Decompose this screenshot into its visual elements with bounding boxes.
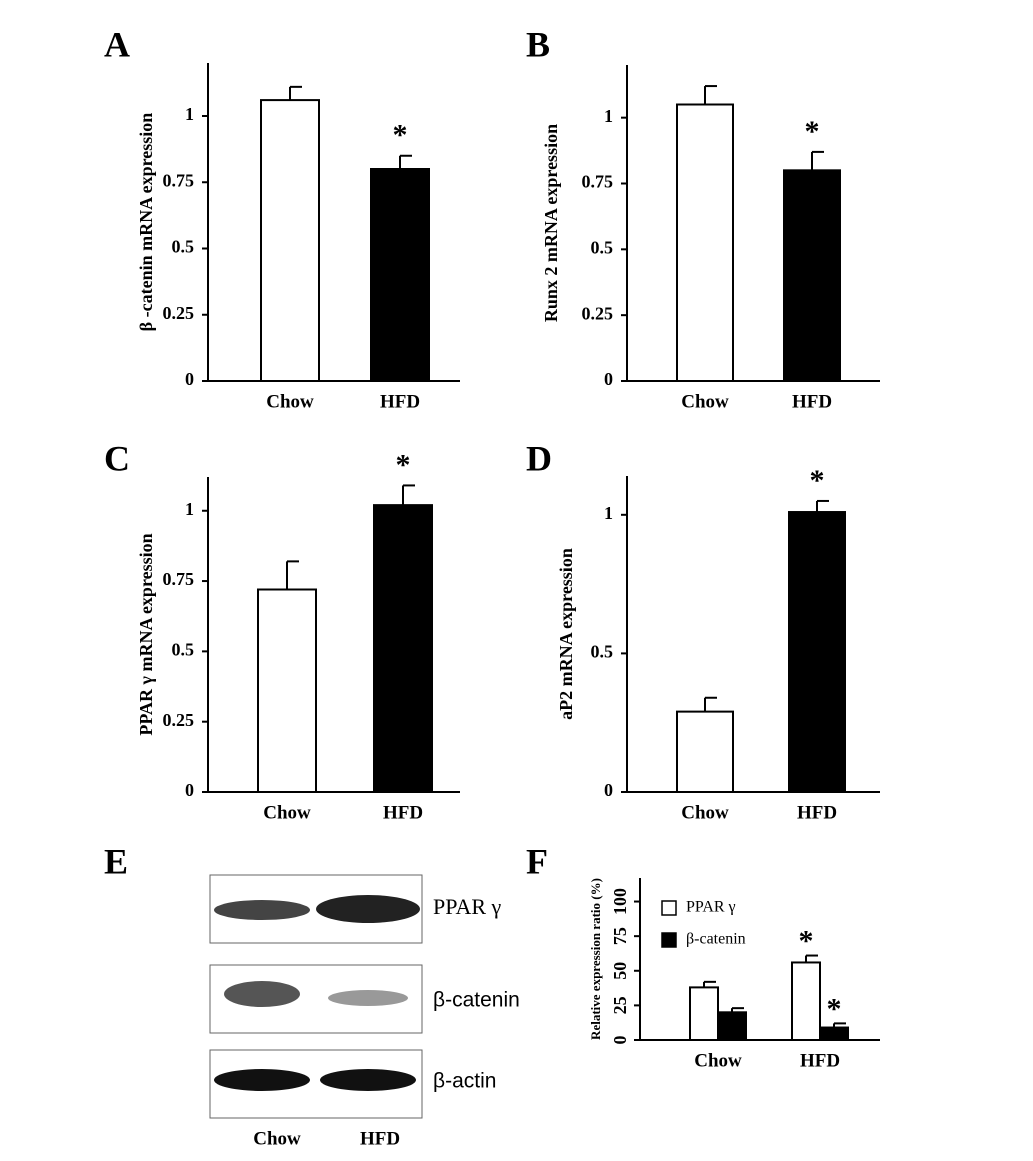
y-tick-label: 0 <box>610 1036 630 1045</box>
bar <box>689 986 719 1042</box>
y-tick-label: 1 <box>185 104 194 124</box>
y-tick-label: 0 <box>185 369 194 389</box>
y-axis-label: β -catenin mRNA expression <box>136 113 156 332</box>
x-tick-label: Chow <box>681 802 729 823</box>
y-tick-label: 0 <box>604 780 613 800</box>
bar <box>676 103 734 382</box>
significance-marker: * <box>799 924 814 957</box>
significance-marker: * <box>396 448 411 481</box>
chart: B Runx 2 mRNA expression 0 0.25 0.5 0.75 1 Chow… <box>526 24 880 412</box>
chart: C PPAR γ mRNA expression 0 0.25 0.5 0.75 1 Chow… <box>104 438 460 823</box>
y-tick-label: 0.25 <box>582 303 614 323</box>
y-tick-label: 0.5 <box>172 640 195 660</box>
bar <box>373 504 433 793</box>
significance-marker: * <box>805 115 820 148</box>
y-tick-label: 0.25 <box>163 710 195 730</box>
panel-letter: B <box>526 24 550 64</box>
y-tick-label: 0 <box>604 369 613 389</box>
x-tick-label: Chow <box>681 391 729 412</box>
x-tick-label: HFD <box>380 391 420 412</box>
y-tick-label: 1 <box>185 499 194 519</box>
y-tick-label: 1 <box>604 503 613 523</box>
lane-label: Chow <box>253 1128 301 1149</box>
legend-label: PPAR γ <box>686 899 736 916</box>
y-tick-label: 0.75 <box>163 569 195 589</box>
blot-band <box>214 900 310 920</box>
y-tick-label: 0.75 <box>163 170 195 190</box>
bar <box>257 588 317 793</box>
x-tick-label: HFD <box>797 802 837 823</box>
legend-swatch <box>661 932 677 948</box>
y-tick-label: 0.5 <box>591 237 614 257</box>
panel-letter: C <box>104 438 130 478</box>
bar <box>260 99 320 382</box>
y-tick-label: 75 <box>610 927 630 945</box>
western-blot-panel: E PPAR γ β-catenin β-actin Chow HFD <box>104 841 520 1149</box>
x-tick-label: Chow <box>694 1050 742 1071</box>
y-tick-label: 100 <box>610 888 630 915</box>
bar <box>370 168 430 382</box>
y-tick-label: 0.5 <box>172 237 195 257</box>
x-tick-label: HFD <box>800 1050 840 1071</box>
y-tick-label: 0 <box>185 780 194 800</box>
blot-band <box>224 981 300 1007</box>
panel-letter: F <box>526 841 548 881</box>
band-label: PPAR γ <box>433 894 502 919</box>
bar <box>791 961 821 1042</box>
x-tick-label: HFD <box>792 391 832 412</box>
blot-band <box>328 990 408 1006</box>
blot-band <box>320 1069 416 1091</box>
blot-band <box>214 1069 310 1091</box>
y-tick-label: 50 <box>610 962 630 980</box>
x-tick-label: Chow <box>263 802 311 823</box>
bar <box>783 169 841 382</box>
significance-marker: * <box>827 992 842 1025</box>
band-label: β-catenin <box>433 989 520 1012</box>
y-axis-label: Runx 2 mRNA expression <box>541 124 561 322</box>
legend-swatch <box>661 900 677 916</box>
significance-marker: * <box>810 464 825 497</box>
y-tick-label: 1 <box>604 106 613 126</box>
lane-label: HFD <box>360 1128 400 1149</box>
chart: F Relative expression ratio (%) 0 25 50 75 100… <box>526 841 880 1071</box>
y-axis-label: PPAR γ mRNA expression <box>136 533 156 735</box>
x-tick-label: HFD <box>383 802 423 823</box>
bar <box>788 511 846 793</box>
significance-marker: * <box>393 119 408 152</box>
bar <box>717 1011 747 1041</box>
x-tick-label: Chow <box>266 391 314 412</box>
y-tick-label: 0.25 <box>163 303 195 323</box>
band-label: β-actin <box>433 1070 496 1093</box>
y-axis-label: Relative expression ratio (%) <box>588 878 603 1040</box>
bar <box>819 1026 849 1041</box>
panel-letter: E <box>104 841 128 881</box>
legend-label: β-catenin <box>686 931 746 948</box>
chart: Aβ -catenin mRNA expression 0 0.25 0.5 0.75 1… <box>104 24 460 412</box>
panel-letter: A <box>104 24 130 64</box>
y-tick-label: 0.75 <box>582 172 614 192</box>
blot-band <box>316 895 420 923</box>
y-axis-label: aP2 mRNA expression <box>556 548 576 720</box>
panel-letter: D <box>526 438 552 478</box>
y-tick-label: 0.5 <box>591 642 614 662</box>
bar <box>676 710 734 793</box>
y-tick-label: 25 <box>610 996 630 1014</box>
